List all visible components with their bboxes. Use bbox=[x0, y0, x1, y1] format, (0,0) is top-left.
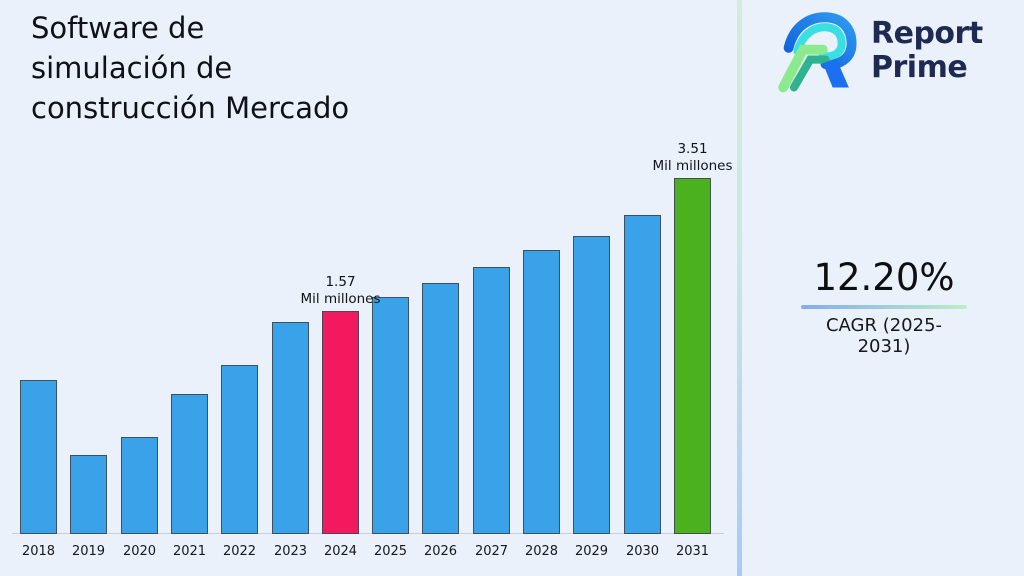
value-label-2031: 3.51 Mil millones bbox=[628, 141, 758, 176]
year-label-2023: 2023 bbox=[273, 544, 308, 559]
brand-line-2: Prime bbox=[871, 50, 968, 85]
market-bar-chart: 2018 2019 2020 2021 2022 2023 2024 1.57 Mil mill… bbox=[12, 141, 733, 559]
chart-title: Software de simulación de construcción M… bbox=[31, 11, 350, 126]
bar-2019 bbox=[70, 455, 107, 534]
year-label-2019: 2019 bbox=[71, 544, 106, 559]
value-unit-2024: Mil millones bbox=[300, 291, 381, 308]
vertical-divider bbox=[737, 0, 742, 576]
year-label-2020: 2020 bbox=[122, 544, 157, 559]
bar-2029 bbox=[573, 236, 610, 534]
year-label-2025: 2025 bbox=[373, 544, 408, 559]
cagr-value: 12.20% bbox=[813, 256, 955, 299]
bar-2023 bbox=[272, 322, 309, 534]
year-label-2029: 2029 bbox=[574, 544, 609, 559]
year-label-2027: 2027 bbox=[474, 544, 509, 559]
year-label-2028: 2028 bbox=[524, 544, 559, 559]
year-label-2031: 2031 bbox=[675, 544, 710, 559]
bar-2027 bbox=[473, 267, 510, 534]
year-label-2018: 2018 bbox=[21, 544, 56, 559]
bar-2022 bbox=[221, 365, 258, 534]
bar-2024 bbox=[322, 311, 359, 534]
year-label-2030: 2030 bbox=[625, 544, 660, 559]
brand-text: Report Prime bbox=[871, 17, 983, 84]
cagr-underline bbox=[801, 305, 967, 310]
cagr-block: 12.20% CAGR (2025-2031) bbox=[801, 256, 967, 357]
bar-2026 bbox=[422, 283, 459, 534]
value-label-2024: 1.57 Mil millones bbox=[276, 274, 406, 309]
x-axis-line bbox=[12, 533, 724, 534]
bar-2030 bbox=[624, 215, 661, 534]
bar-2031 bbox=[674, 178, 711, 534]
bar-2018 bbox=[20, 380, 57, 534]
bar-2021 bbox=[171, 394, 208, 534]
bar-2028 bbox=[523, 250, 560, 534]
cagr-label: CAGR (2025-2031) bbox=[825, 315, 943, 358]
value-2024: 1.57 bbox=[325, 273, 356, 290]
year-label-2026: 2026 bbox=[423, 544, 458, 559]
brand-line-1: Report bbox=[871, 16, 983, 52]
report-prime-logo: Report Prime bbox=[776, 8, 983, 94]
year-label-2022: 2022 bbox=[222, 544, 257, 559]
year-label-2021: 2021 bbox=[172, 544, 207, 559]
bar-2025 bbox=[372, 297, 409, 534]
report-prime-logo-icon bbox=[776, 8, 866, 94]
value-2031: 3.51 bbox=[677, 140, 708, 157]
value-unit-2031: Mil millones bbox=[652, 158, 733, 175]
bar-2020 bbox=[121, 437, 158, 534]
year-label-2024: 2024 bbox=[323, 544, 358, 559]
